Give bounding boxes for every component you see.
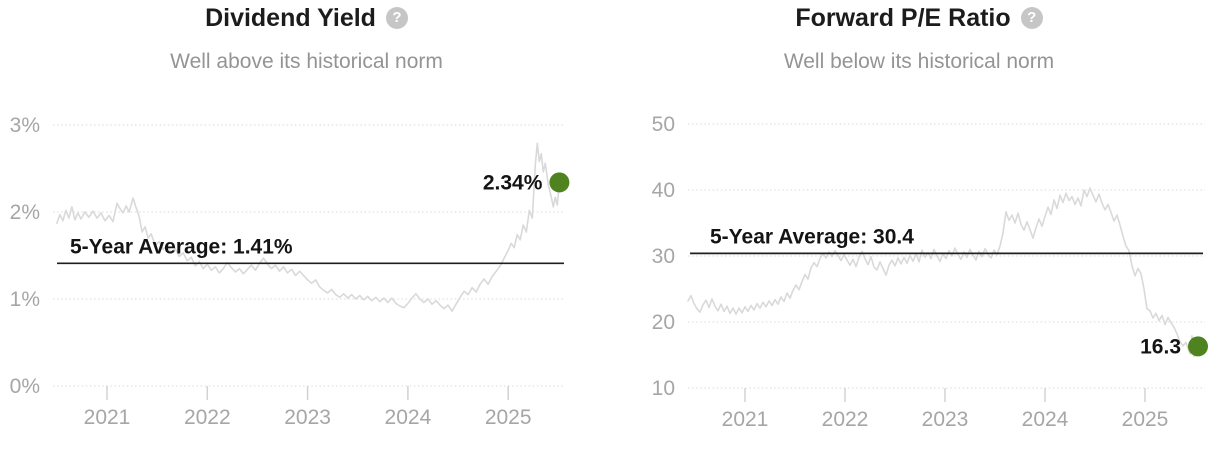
- series-line: [687, 187, 1199, 358]
- y-axis-label: 40: [652, 179, 675, 202]
- page-title: Forward P/E Ratio ?: [613, 3, 1225, 33]
- chart-title-text: Dividend Yield: [205, 4, 376, 32]
- x-axis-label: 2024: [385, 406, 432, 429]
- x-axis-label: 2021: [84, 406, 131, 429]
- x-axis-label: 2025: [1122, 408, 1169, 431]
- y-axis-label: 1%: [10, 288, 40, 311]
- dividend-yield-header: Dividend Yield ? Well above its historic…: [0, 0, 613, 95]
- x-axis-label: 2023: [922, 408, 969, 431]
- y-axis-label: 10: [652, 377, 675, 400]
- chart-subtitle: Well above its historical norm: [170, 50, 443, 73]
- page-title: Dividend Yield ?: [0, 3, 613, 33]
- chart-subtitle: Well below its historical norm: [783, 50, 1055, 73]
- y-axis-label: 20: [652, 311, 675, 334]
- y-axis-label: 30: [652, 245, 675, 268]
- forward-pe-header: Forward P/E Ratio ? Well below its histo…: [613, 0, 1225, 95]
- series-line: [56, 142, 561, 312]
- average-label: 5-Year Average: 30.4: [710, 225, 914, 248]
- chart-panel-forward-pe: Forward P/E Ratio ? Well below its histo…: [613, 0, 1225, 455]
- x-axis-label: 2025: [485, 406, 532, 429]
- current-value-dot: [1188, 336, 1208, 357]
- current-value-label: 2.34%: [483, 171, 543, 194]
- x-axis-label: 2021: [722, 408, 769, 431]
- x-axis-label: 2023: [284, 406, 331, 429]
- x-axis-label: 2022: [822, 408, 869, 431]
- y-axis-label: 2%: [10, 201, 40, 224]
- help-icon[interactable]: ?: [1020, 7, 1043, 29]
- y-axis-label: 0%: [10, 375, 40, 398]
- current-value-label: 16.3: [1140, 335, 1181, 358]
- y-axis-label: 3%: [10, 114, 40, 137]
- dividend-yield-plot: 3% 2% 1% 0% 2021 2022 2023 2024 2025 5-Year Avera…: [10, 114, 570, 429]
- average-label: 5-Year Average: 1.41%: [70, 235, 293, 258]
- chart-title-text: Forward P/E Ratio: [795, 4, 1011, 32]
- y-axis-label: 50: [652, 113, 675, 136]
- x-axis-label: 2022: [184, 406, 231, 429]
- chart-panel-dividend-yield: Dividend Yield ? Well above its historic…: [0, 0, 613, 429]
- x-axis-label: 2024: [1022, 408, 1069, 431]
- help-icon[interactable]: ?: [385, 7, 408, 29]
- current-value-dot: [549, 172, 570, 193]
- forward-pe-plot: 50 40 30 20 10 2021 2022 2023 2024 2025 5-Year Ave…: [652, 113, 1208, 431]
